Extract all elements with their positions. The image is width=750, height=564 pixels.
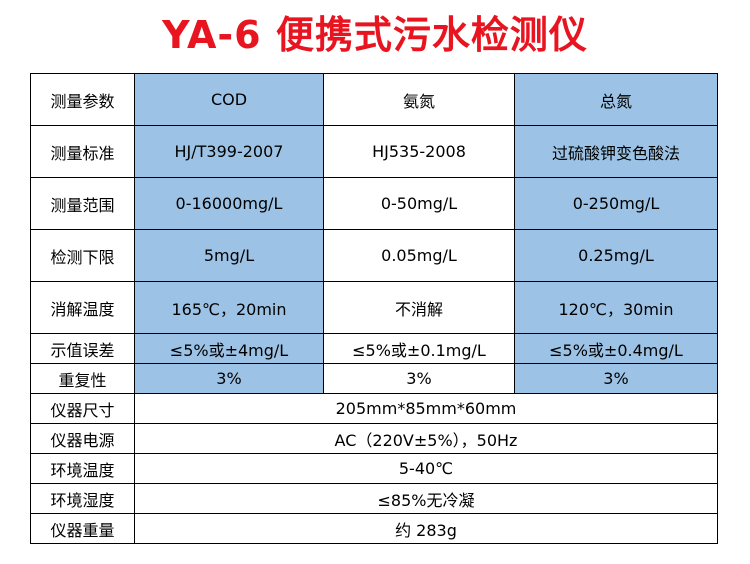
table-row: 检测下限 5mg/L 0.05mg/L 0.25mg/L [30, 229, 718, 282]
span-cell: 5-40℃ [134, 453, 718, 484]
row-label: 仪器重量 [30, 513, 135, 544]
table-cell: ≤5%或±4mg/L [134, 333, 324, 364]
row-label: 检测下限 [30, 229, 135, 282]
table-row: 测量标准 HJ/T399-2007 HJ535-2008 过硫酸钾变色酸法 [30, 125, 718, 178]
spec-table: 测量参数 COD 氨氮 总氮 测量标准 HJ/T399-2007 HJ535-2… [30, 73, 718, 544]
span-cell: AC（220V±5%），50Hz [134, 423, 718, 454]
table-cell: 过硫酸钾变色酸法 [514, 125, 718, 178]
row-label: 消解温度 [30, 281, 135, 334]
span-cell: 205mm*85mm*60mm [134, 393, 718, 424]
table-cell: 0-16000mg/L [134, 177, 324, 230]
row-label: 环境湿度 [30, 483, 135, 514]
table-cell: COD [134, 73, 324, 126]
table-row: 仪器电源 AC（220V±5%），50Hz [30, 423, 718, 454]
span-cell: 约 283g [134, 513, 718, 544]
table-cell: 0.25mg/L [514, 229, 718, 282]
table-row: 环境湿度 ≤85%无冷凝 [30, 483, 718, 514]
table-cell: HJ/T399-2007 [134, 125, 324, 178]
row-label: 重复性 [30, 363, 135, 394]
table-cell: 不消解 [323, 281, 515, 334]
table-cell: 0-250mg/L [514, 177, 718, 230]
table-cell: 3% [323, 363, 515, 394]
span-cell: ≤85%无冷凝 [134, 483, 718, 514]
table-row: 消解温度 165℃，20min 不消解 120℃，30min [30, 281, 718, 334]
table-cell: HJ535-2008 [323, 125, 515, 178]
table-row: 示值误差 ≤5%或±4mg/L ≤5%或±0.1mg/L ≤5%或±0.4mg/… [30, 333, 718, 364]
table-row: 仪器尺寸 205mm*85mm*60mm [30, 393, 718, 424]
table-row: 测量范围 0-16000mg/L 0-50mg/L 0-250mg/L [30, 177, 718, 230]
row-label: 环境温度 [30, 453, 135, 484]
table-cell: 氨氮 [323, 73, 515, 126]
row-label: 测量标准 [30, 125, 135, 178]
table-cell: 总氮 [514, 73, 718, 126]
table-cell: 3% [514, 363, 718, 394]
table-row: 仪器重量 约 283g [30, 513, 718, 544]
table-cell: 165℃，20min [134, 281, 324, 334]
table-cell: 0-50mg/L [323, 177, 515, 230]
table-cell: 3% [134, 363, 324, 394]
table-cell: 0.05mg/L [323, 229, 515, 282]
row-label: 示值误差 [30, 333, 135, 364]
row-label: 测量范围 [30, 177, 135, 230]
table-row: 重复性 3% 3% 3% [30, 363, 718, 394]
table-cell: ≤5%或±0.1mg/L [323, 333, 515, 364]
table-row: 环境温度 5-40℃ [30, 453, 718, 484]
table-cell: 120℃，30min [514, 281, 718, 334]
row-label: 仪器电源 [30, 423, 135, 454]
table-row: 测量参数 COD 氨氮 总氮 [30, 73, 718, 126]
row-label: 测量参数 [30, 73, 135, 126]
row-label: 仪器尺寸 [30, 393, 135, 424]
table-cell: 5mg/L [134, 229, 324, 282]
page-title: YA-6 便携式污水检测仪 [162, 13, 588, 57]
table-cell: ≤5%或±0.4mg/L [514, 333, 718, 364]
